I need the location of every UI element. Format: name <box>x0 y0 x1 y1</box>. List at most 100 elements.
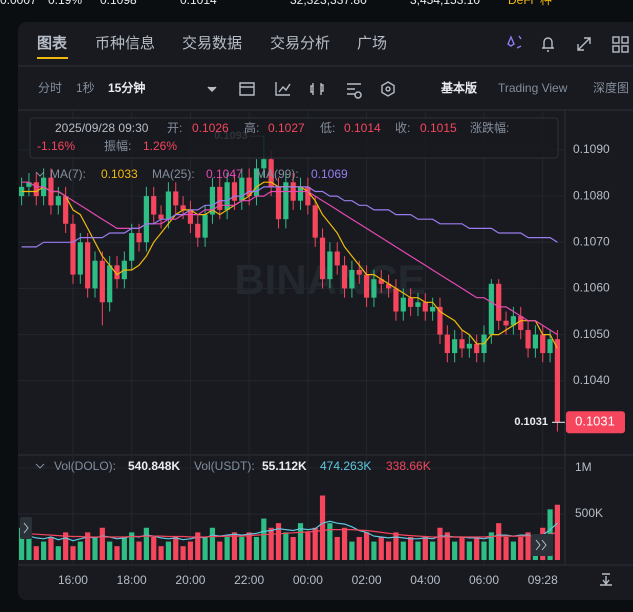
candle-icon[interactable] <box>310 83 324 95</box>
volume-bar <box>437 527 443 560</box>
volume-bar <box>92 536 98 560</box>
volume-bar <box>503 536 509 560</box>
scroll-right[interactable] <box>531 534 553 556</box>
volume-bar <box>496 523 502 560</box>
volume-bar <box>41 541 47 560</box>
candle-body <box>231 182 238 201</box>
volume-bar <box>466 541 472 560</box>
tab[interactable]: 交易数据 <box>182 34 242 52</box>
candle-body <box>408 297 414 307</box>
tab[interactable]: 交易分析 <box>270 34 330 52</box>
candle-body <box>246 177 252 197</box>
candle-body <box>114 265 120 280</box>
candle-body <box>224 182 230 210</box>
volume-bar <box>121 536 127 560</box>
legend-name: MA(99): <box>256 167 299 181</box>
info-box <box>29 117 559 159</box>
candle-body <box>217 186 223 210</box>
x-tick-label: 09:28 <box>528 573 558 587</box>
volume-bar <box>70 546 76 560</box>
volume-bar <box>430 541 436 560</box>
view[interactable]: Trading View <box>498 81 568 95</box>
expand-icon[interactable] <box>577 37 591 51</box>
volume-bar <box>158 546 164 560</box>
tabs: 图表 币种信息 交易数据 交易分析 广场 <box>37 34 387 52</box>
y-tick-label: 0.1090 <box>573 142 610 156</box>
settings-icon[interactable] <box>347 83 362 99</box>
volume-bar <box>356 536 362 560</box>
legend-name: Vol(DOLO): <box>54 459 116 473</box>
collapse-icon[interactable] <box>35 171 45 177</box>
y-tick-label: 0.1070 <box>573 234 610 248</box>
candle-body <box>334 251 340 266</box>
volume-bar <box>77 541 83 560</box>
info-value: 0.1026 <box>192 121 229 135</box>
volume-bar <box>246 532 252 560</box>
volume-bar <box>349 541 355 560</box>
y-tick-label: 1M <box>575 460 592 474</box>
interval[interactable]: 15分钟 <box>108 80 145 95</box>
candle-body <box>430 306 436 312</box>
volume-bar <box>459 536 465 560</box>
interval[interactable]: 1秒 <box>76 81 95 95</box>
x-tick-label: 16:00 <box>58 573 88 587</box>
volume-bar <box>165 541 171 560</box>
legend-value: 338.66K <box>386 459 431 473</box>
candle-body <box>415 302 421 307</box>
info-label: 涨跌幅: <box>470 120 509 135</box>
volume-bar <box>525 532 531 560</box>
grid-icon[interactable] <box>621 36 629 44</box>
legend: MA(7): 0.1033 MA(25): 0.1047 MA(99): 0.1069 Vo… <box>35 167 431 473</box>
toolbar-icons <box>207 35 629 586</box>
tab[interactable]: 币种信息 <box>95 35 155 52</box>
view[interactable]: 基本版 <box>440 80 477 95</box>
last-price-label: 0.1031 <box>514 416 548 428</box>
volume-bar <box>290 536 296 560</box>
volume-bar <box>334 536 340 560</box>
interval[interactable]: 分时 <box>38 81 62 95</box>
axis-icon[interactable] <box>600 573 612 586</box>
candle-body <box>386 283 392 289</box>
view[interactable]: 深度图 <box>593 80 629 95</box>
volume-bar <box>85 532 91 560</box>
legend-name: Vol(USDT): <box>194 459 255 473</box>
candle-body <box>173 191 179 206</box>
bell-icon[interactable] <box>542 37 554 52</box>
volume-bar <box>55 546 61 560</box>
scroll-left[interactable] <box>20 517 32 539</box>
legend-name: MA(7): <box>50 167 86 181</box>
tab[interactable]: 图表 <box>37 34 68 52</box>
volume-bar <box>129 532 135 560</box>
volume-bar <box>305 532 311 560</box>
tab[interactable]: 广场 <box>357 35 387 52</box>
candle-body <box>547 339 553 354</box>
info-label: 收: <box>395 121 410 135</box>
hex-icon[interactable] <box>381 81 395 97</box>
info-time: 2025/09/28 09:30 <box>55 121 149 135</box>
grid-icon[interactable] <box>612 36 620 44</box>
volume-bar <box>173 536 179 560</box>
volume-bar <box>386 541 392 560</box>
toolbar: 分时 1秒 15分钟 基本版 Trading View 深度图 <box>38 80 629 95</box>
ticker-value: 3,454,153.10 <box>410 0 480 7</box>
candle-body <box>378 279 384 284</box>
indicator-icon[interactable] <box>275 82 291 96</box>
grid-icon[interactable] <box>612 45 620 53</box>
volume-bar <box>217 541 223 560</box>
candle-body <box>459 339 465 349</box>
candle-body <box>136 233 142 243</box>
volume-bar <box>63 532 69 560</box>
candle-body <box>209 186 216 215</box>
ai-icon[interactable] <box>507 35 522 49</box>
dropdown-icon[interactable] <box>207 86 217 92</box>
info-value: 0.1014 <box>344 121 381 135</box>
candle-body <box>356 269 362 275</box>
collapse-icon[interactable] <box>35 463 45 469</box>
candle-body <box>540 334 546 354</box>
calendar-icon[interactable] <box>239 82 255 96</box>
volume-bar <box>452 541 458 560</box>
volume-bar <box>187 541 194 560</box>
candle-body <box>400 297 406 312</box>
grid-icon[interactable] <box>621 45 629 53</box>
